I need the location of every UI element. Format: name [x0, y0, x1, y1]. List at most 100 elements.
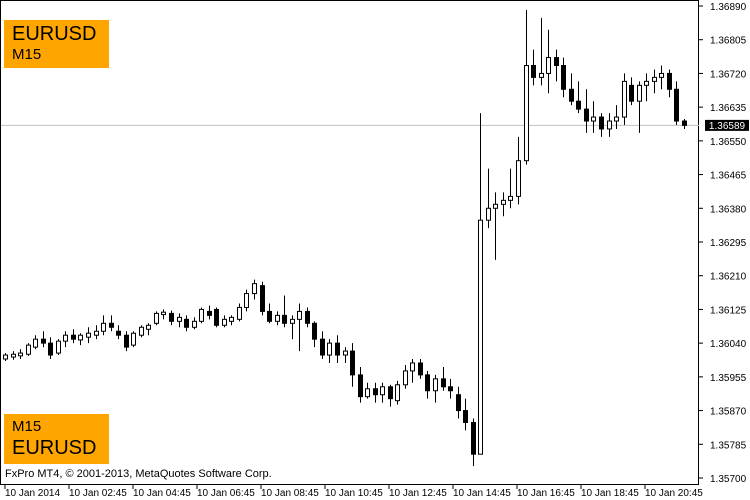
- candle-body-bullish: [177, 316, 182, 322]
- candle: [101, 315, 106, 336]
- candle: [471, 418, 476, 467]
- price-tick-label: 1.36720: [710, 69, 747, 80]
- candle: [508, 168, 513, 209]
- candle: [652, 69, 657, 94]
- candle: [591, 101, 596, 133]
- candle-body-bullish: [591, 116, 596, 122]
- price-tick-label: 1.36040: [710, 339, 747, 350]
- candle-body-bearish: [312, 322, 317, 340]
- candle: [18, 349, 23, 360]
- time-tick-label: 10 Jan 20:45: [645, 488, 703, 499]
- candle-body-bullish: [493, 203, 498, 209]
- candle: [561, 57, 566, 98]
- candle-body-bullish: [252, 283, 257, 295]
- time-tick-label: 10 Jan 04:45: [133, 488, 191, 499]
- candle: [418, 359, 423, 379]
- candle-body-bullish: [222, 318, 227, 326]
- candle-body-bearish: [169, 312, 174, 322]
- candle: [222, 315, 227, 328]
- candle: [569, 73, 574, 106]
- candle-body-bullish: [614, 116, 619, 122]
- candle: [682, 119, 687, 129]
- candle: [177, 313, 182, 328]
- candle: [622, 73, 627, 125]
- candle-body-bullish: [199, 308, 204, 322]
- candle: [244, 289, 249, 312]
- candle: [395, 380, 400, 405]
- candle-body-bearish: [267, 310, 272, 322]
- candle-body-bullish: [26, 344, 31, 355]
- current-price-tag-bg: [705, 119, 749, 131]
- price-tick-label: 1.36805: [710, 36, 747, 47]
- candle: [146, 323, 151, 336]
- candle: [667, 69, 672, 98]
- candle-body-bullish: [365, 388, 370, 398]
- candle: [33, 335, 38, 350]
- candle: [350, 343, 355, 387]
- candle: [11, 351, 16, 360]
- candle-body-bearish: [471, 421, 476, 455]
- price-tick-label: 1.36550: [710, 137, 747, 148]
- candle: [403, 364, 408, 389]
- candle-body-bearish: [48, 342, 53, 356]
- candle: [109, 315, 114, 332]
- time-tick-label: 10 Jan 12:45: [389, 488, 447, 499]
- candle-body-bearish: [456, 394, 461, 412]
- candle: [539, 17, 544, 86]
- candle: [448, 378, 453, 399]
- current-price-tag: 1.36589: [705, 119, 749, 132]
- candle-body-bullish: [607, 120, 612, 130]
- price-tick-label: 1.35870: [710, 407, 747, 418]
- candle: [629, 77, 634, 106]
- candle: [131, 331, 136, 348]
- candle-body-bullish: [508, 195, 513, 201]
- price-tick-label: 1.36465: [710, 171, 747, 182]
- candle: [554, 49, 559, 82]
- candle-body-bearish: [358, 374, 363, 398]
- candle: [493, 192, 498, 260]
- candle-body-bearish: [599, 116, 604, 130]
- symbol-label-bottom: EURUSD: [12, 437, 97, 459]
- price-tick-label: 1.36210: [710, 272, 747, 283]
- candle-body-bullish: [290, 318, 295, 324]
- candle-body-bullish: [33, 338, 38, 348]
- price-axis: 1.36890 1.36805 1.36720 1.36635 1.36550 1.364…: [699, 2, 747, 485]
- candle-body-bearish: [207, 310, 212, 316]
- candle: [78, 333, 83, 346]
- candle: [637, 81, 642, 133]
- candle: [433, 374, 438, 403]
- candle: [327, 339, 332, 363]
- candle-body-bullish: [101, 322, 106, 332]
- candle-body-bullish: [637, 84, 642, 102]
- candle: [607, 113, 612, 137]
- candle: [516, 136, 521, 205]
- candle-body-bearish: [441, 378, 446, 388]
- candlesticks: [3, 9, 687, 467]
- candle-body-bearish: [335, 342, 340, 356]
- candle: [501, 192, 506, 217]
- candle: [441, 366, 446, 391]
- candle-body-bearish: [674, 88, 679, 122]
- candle-body-bullish: [192, 320, 197, 328]
- symbol-badge-top: EURUSD M15: [4, 20, 109, 68]
- candle-body-bearish: [569, 88, 574, 102]
- candle: [358, 366, 363, 403]
- candle: [320, 331, 325, 360]
- candle-body-bullish: [139, 326, 144, 336]
- time-tick-label: 10 Jan 16:45: [517, 488, 575, 499]
- candle: [546, 29, 551, 94]
- candle: [86, 327, 91, 344]
- candle-body-bearish: [282, 314, 287, 324]
- candle: [139, 325, 144, 338]
- candle-body-bullish: [644, 80, 649, 86]
- candle: [124, 331, 129, 352]
- candle-body-bearish: [425, 374, 430, 392]
- candle: [297, 303, 302, 352]
- candle: [94, 325, 99, 340]
- symbol-label: EURUSD: [12, 23, 97, 45]
- candle: [161, 309, 166, 320]
- candle: [214, 307, 219, 328]
- candle-body-bullish: [501, 199, 506, 205]
- candle-body-bearish: [463, 410, 468, 423]
